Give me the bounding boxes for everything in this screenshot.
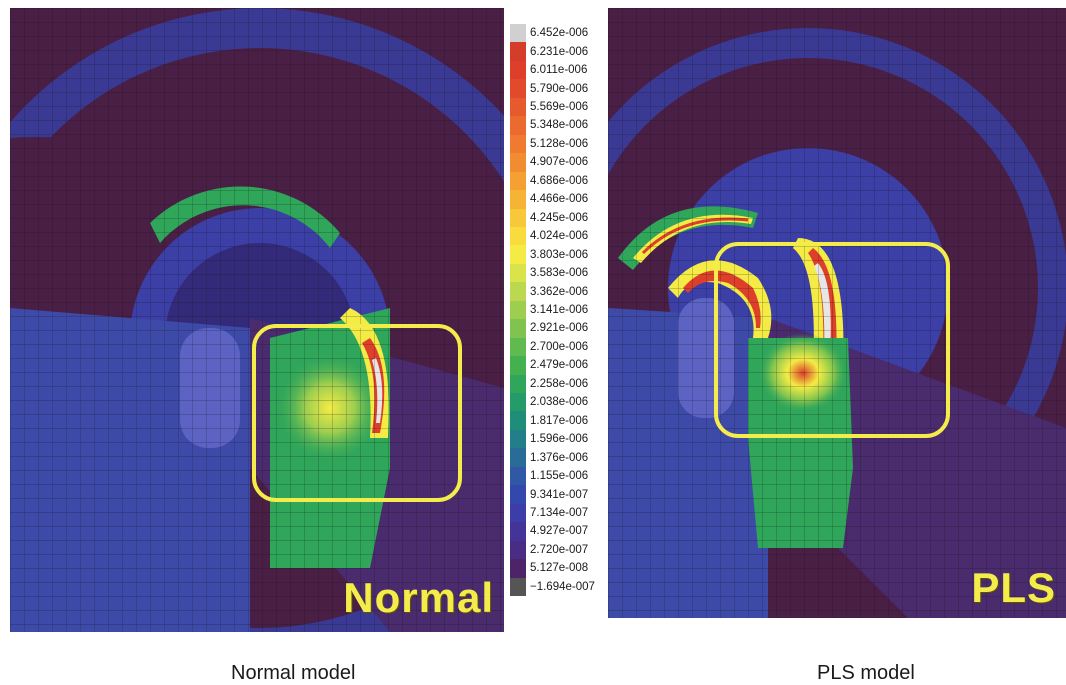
normal-model-plot: Normal bbox=[10, 8, 504, 632]
color-scale-swatch bbox=[510, 60, 526, 80]
color-scale-swatch bbox=[510, 411, 526, 431]
color-scale-swatch bbox=[510, 79, 526, 99]
color-scale-tick-label: 5.348e-006 bbox=[530, 119, 589, 132]
color-scale-tick-label: 4.686e-006 bbox=[530, 174, 589, 187]
color-scale-swatch bbox=[510, 374, 526, 394]
color-scale-swatch bbox=[510, 245, 526, 265]
color-scale-swatch bbox=[510, 485, 526, 505]
color-scale-tick-label: 3.583e-006 bbox=[530, 267, 589, 280]
color-scale-swatch bbox=[510, 263, 526, 283]
color-scale-tick-label: 3.362e-006 bbox=[530, 285, 589, 298]
color-scale-swatch bbox=[510, 116, 526, 136]
color-scale-swatch bbox=[510, 134, 526, 154]
color-scale-swatch bbox=[510, 429, 526, 449]
color-scale-tick-label: 3.803e-006 bbox=[530, 248, 589, 261]
color-scale-swatch bbox=[510, 226, 526, 246]
color-scale-swatch bbox=[510, 208, 526, 228]
color-scale-tick-label: 3.141e-006 bbox=[530, 304, 589, 316]
color-scale-swatch bbox=[510, 190, 526, 209]
color-scale-tick-label: 2.921e-006 bbox=[530, 322, 589, 335]
pls-model-mesh bbox=[608, 8, 1066, 618]
color-scale-tick-label: 2.258e-006 bbox=[530, 377, 589, 390]
color-scale-tick-label: 9.341e-007 bbox=[530, 488, 589, 501]
color-scale-tick-label: 5.127e-008 bbox=[530, 562, 589, 575]
color-scale-tick-label: 4.466e-006 bbox=[530, 193, 589, 206]
pls-model-caption: PLS model bbox=[817, 662, 915, 684]
color-scale-bar bbox=[510, 24, 526, 597]
normal-model-caption: Normal model bbox=[231, 662, 356, 684]
color-scale-tick-label: 1.155e-006 bbox=[530, 470, 589, 483]
right-highlight-box bbox=[714, 242, 950, 438]
color-scale-swatch bbox=[510, 448, 526, 468]
normal-panel-label: Normal bbox=[343, 574, 494, 621]
color-scale-swatch bbox=[510, 282, 526, 302]
color-scale-tick-label: −1.694e-007 bbox=[530, 580, 595, 593]
color-scale-tick-label: 2.038e-006 bbox=[530, 396, 589, 409]
color-scale-tick-label: 2.479e-006 bbox=[530, 359, 589, 372]
color-scale-tick-label: 6.011e-006 bbox=[530, 64, 588, 77]
color-scale-tick-label: 6.452e-006 bbox=[530, 27, 589, 40]
color-scale-tick-label: 7.134e-007 bbox=[530, 506, 589, 519]
color-scale-swatch bbox=[510, 42, 526, 62]
color-scale-swatch bbox=[510, 337, 526, 357]
left-highlight-box bbox=[252, 324, 462, 502]
color-scale-tick-label: 1.596e-006 bbox=[530, 433, 589, 446]
color-scale-swatch bbox=[510, 559, 526, 579]
color-scale-swatch bbox=[510, 153, 526, 173]
color-scale-tick-label: 5.790e-006 bbox=[530, 82, 589, 95]
color-scale-tick-label: 4.927e-007 bbox=[530, 525, 589, 538]
color-scale-tick-label: 1.817e-006 bbox=[530, 414, 589, 427]
color-scale-swatch bbox=[510, 393, 526, 412]
color-scale-tick-label: 5.569e-006 bbox=[530, 101, 589, 114]
color-scale-swatch bbox=[510, 356, 526, 376]
color-scale-swatch bbox=[510, 577, 526, 597]
color-scale-tick-label: 1.376e-006 bbox=[530, 451, 589, 464]
color-scale-swatch bbox=[510, 540, 526, 560]
pls-panel-label: PLS bbox=[971, 564, 1056, 611]
color-scale-swatch bbox=[510, 97, 526, 117]
color-scale-tick-label: 2.700e-006 bbox=[530, 340, 589, 353]
color-scale-swatch bbox=[510, 24, 526, 43]
pls-model-plot: PLS bbox=[608, 8, 1066, 618]
color-scale-swatch bbox=[510, 319, 526, 339]
color-scale-tick-label: 2.720e-007 bbox=[530, 543, 589, 556]
color-scale-swatch bbox=[510, 466, 526, 486]
color-scale-swatch bbox=[510, 503, 526, 523]
color-scale-tick-label: 4.024e-006 bbox=[530, 230, 589, 243]
color-scale-tick-label: 6.231e-006 bbox=[530, 45, 589, 58]
normal-model-mesh bbox=[10, 8, 504, 632]
color-scale-tick-label: 5.128e-006 bbox=[530, 137, 589, 150]
color-scale-swatch bbox=[510, 522, 526, 542]
color-scale-swatch bbox=[510, 300, 526, 320]
color-scale-tick-label: 4.907e-006 bbox=[530, 156, 589, 169]
color-scale-swatch bbox=[510, 171, 526, 191]
color-scale-tick-label: 4.245e-006 bbox=[530, 211, 589, 224]
